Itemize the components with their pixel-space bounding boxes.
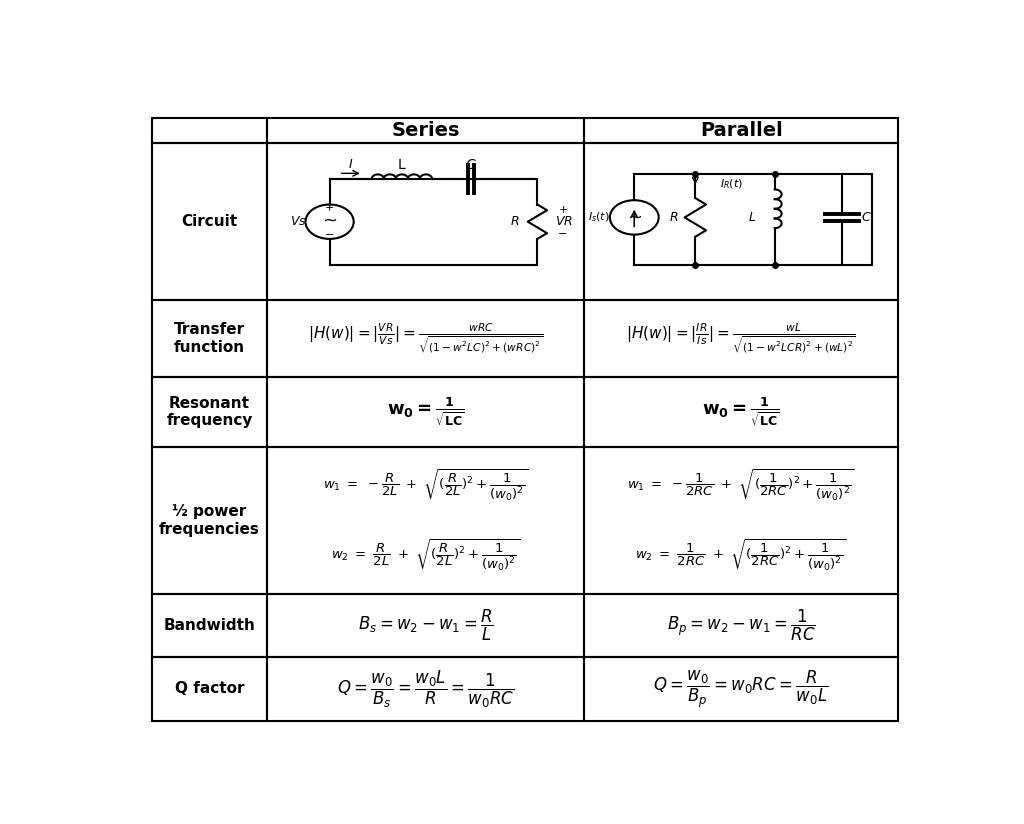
Text: Q factor: Q factor <box>175 681 245 696</box>
Bar <box>585 594 898 658</box>
Text: ½ power
frequencies: ½ power frequencies <box>159 504 260 536</box>
Text: $C$: $C$ <box>861 211 871 224</box>
Text: ~: ~ <box>323 212 337 230</box>
Text: Series: Series <box>392 121 460 140</box>
Text: +: + <box>325 204 334 213</box>
Bar <box>267 300 585 377</box>
Bar <box>267 658 585 721</box>
Bar <box>152 377 267 447</box>
Bar <box>585 118 898 143</box>
Text: $C$: $C$ <box>465 157 477 171</box>
Text: $B_p = w_2 - w_1 = \dfrac{1}{RC}$: $B_p = w_2 - w_1 = \dfrac{1}{RC}$ <box>667 608 815 644</box>
Bar <box>267 377 585 447</box>
Text: −: − <box>558 228 567 238</box>
Text: −: − <box>325 230 334 240</box>
Text: $Q = \dfrac{w_0}{B_s} = \dfrac{w_0 L}{R} = \dfrac{1}{w_0 RC}$: $Q = \dfrac{w_0}{B_s} = \dfrac{w_0 L}{R}… <box>337 668 515 709</box>
Text: $Vs$: $Vs$ <box>290 215 306 228</box>
Text: $w_1\ =\ -\dfrac{R}{2L}\ +\ \sqrt{(\dfrac{R}{2L})^2 + \dfrac{1}{(w_0)^2}}$: $w_1\ =\ -\dfrac{R}{2L}\ +\ \sqrt{(\dfra… <box>324 468 528 503</box>
Text: Circuit: Circuit <box>181 214 238 229</box>
Bar <box>152 594 267 658</box>
Text: $R$: $R$ <box>510 215 519 228</box>
Text: $w_2\ =\ \dfrac{R}{2L}\ +\ \sqrt{(\dfrac{R}{2L})^2 + \dfrac{1}{(w_0)^2}}$: $w_2\ =\ \dfrac{R}{2L}\ +\ \sqrt{(\dfrac… <box>332 537 520 574</box>
Text: ~: ~ <box>627 208 642 227</box>
Bar <box>585 300 898 377</box>
Bar <box>152 118 267 143</box>
Bar <box>267 594 585 658</box>
Text: Parallel: Parallel <box>699 121 782 140</box>
Text: $I_s(t)$: $I_s(t)$ <box>588 211 610 224</box>
Text: $\mathbf{w_0 = \frac{1}{\sqrt{LC}}}$: $\mathbf{w_0 = \frac{1}{\sqrt{LC}}}$ <box>387 396 465 428</box>
Bar <box>585 377 898 447</box>
Bar <box>585 447 898 594</box>
Text: +: + <box>558 205 567 215</box>
Bar <box>585 658 898 721</box>
Text: $w_2\ =\ \dfrac{1}{2RC}\ +\ \sqrt{(\dfrac{1}{2RC})^2 + \dfrac{1}{(w_0)^2}}$: $w_2\ =\ \dfrac{1}{2RC}\ +\ \sqrt{(\dfra… <box>636 537 847 574</box>
Bar <box>267 143 585 300</box>
Bar <box>267 447 585 594</box>
Text: $|H(w)| = |\frac{VR}{Vs}| = \frac{wRC}{\sqrt{(1-w^2LC)^2+(wRC)^2}}$: $|H(w)| = |\frac{VR}{Vs}| = \frac{wRC}{\… <box>308 322 544 355</box>
Bar <box>152 447 267 594</box>
Text: Bandwidth: Bandwidth <box>164 618 256 633</box>
Bar <box>152 658 267 721</box>
Text: $\mathbf{w_0 = \frac{1}{\sqrt{LC}}}$: $\mathbf{w_0 = \frac{1}{\sqrt{LC}}}$ <box>702 396 780 428</box>
Bar <box>152 143 267 300</box>
Bar <box>267 118 585 143</box>
Text: $I_R(t)$: $I_R(t)$ <box>720 177 742 191</box>
Text: $I$: $I$ <box>348 158 353 171</box>
Text: $VR$: $VR$ <box>555 215 573 228</box>
Bar <box>585 143 898 300</box>
Text: $w_1\ =\ -\dfrac{1}{2RC}\ +\ \sqrt{(\dfrac{1}{2RC})^2 + \dfrac{1}{(w_0)^2}}$: $w_1\ =\ -\dfrac{1}{2RC}\ +\ \sqrt{(\dfr… <box>628 468 855 503</box>
Text: $B_s = w_2 - w_1 = \dfrac{R}{L}$: $B_s = w_2 - w_1 = \dfrac{R}{L}$ <box>358 608 494 644</box>
Text: Transfer
function: Transfer function <box>174 322 245 354</box>
Bar <box>152 300 267 377</box>
Text: L: L <box>398 157 406 171</box>
Text: Resonant
frequency: Resonant frequency <box>167 396 253 428</box>
Text: $R$: $R$ <box>670 211 679 224</box>
Text: $L$: $L$ <box>748 211 756 224</box>
Text: $Q = \dfrac{w_0}{B_p} = w_0 RC = \dfrac{R}{w_0 L}$: $Q = \dfrac{w_0}{B_p} = w_0 RC = \dfrac{… <box>653 668 828 709</box>
Text: $|H(w)| = |\frac{IR}{Is}| = \frac{wL}{\sqrt{(1-w^2LCR)^2+(wL)^2}}$: $|H(w)| = |\frac{IR}{Is}| = \frac{wL}{\s… <box>627 322 856 355</box>
